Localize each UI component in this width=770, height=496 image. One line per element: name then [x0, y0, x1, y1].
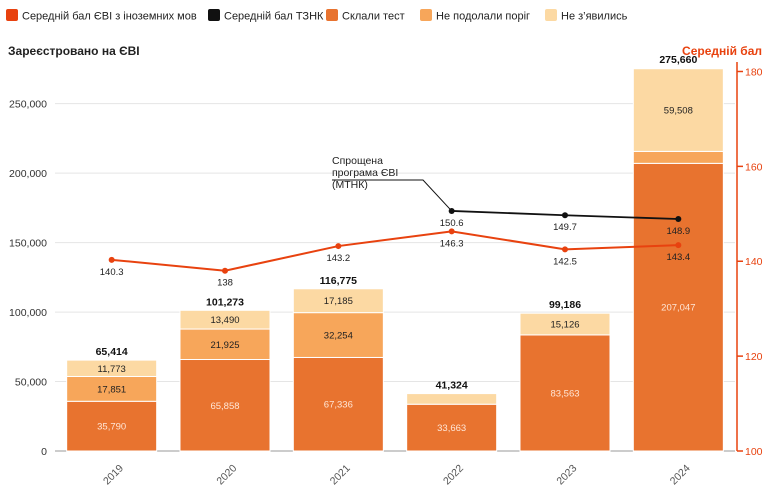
- legend-label-2: Склали тест: [342, 11, 405, 23]
- bar-2021-не-подолали-поріг: [292, 312, 384, 358]
- line-value-label: 148.9: [666, 226, 690, 237]
- bar-2020-не-з-явились: [179, 309, 271, 330]
- segment-label: 33,663: [437, 423, 466, 434]
- annotation-connector: [332, 179, 453, 212]
- line-point: [448, 207, 455, 214]
- bar-2019-не-з-явились: [66, 359, 158, 377]
- y-left-tick-label: 250,000: [9, 99, 47, 111]
- legend: Середній бал ЄВІ з іноземних мов Середній…: [6, 9, 628, 23]
- line-point: [222, 267, 228, 274]
- line-value-label: 150.6: [440, 218, 464, 229]
- total-labels: 65,414 101,273 116,775 41,324 99,186 275,660: [96, 54, 698, 392]
- line-value-label: 149.7: [553, 222, 577, 233]
- bar-2024-не-з-явились: [632, 68, 724, 152]
- legend-label-1: Середній бал ТЗНК: [224, 11, 324, 23]
- annotation-line-0: Спрощена: [332, 155, 383, 167]
- legend-label-3: Не подолали поріг: [436, 11, 530, 23]
- segment-label: 15,126: [550, 320, 579, 331]
- legend-label-4: Не з’явились: [561, 11, 628, 23]
- x-tick-label-2019: 2019: [101, 462, 126, 487]
- line-point: [562, 246, 568, 253]
- bar-2023-склали-тест: [519, 334, 611, 452]
- line-point: [675, 242, 682, 249]
- y-right-tick-label: 140: [745, 256, 763, 268]
- y-left-tick-label: 0: [41, 446, 47, 458]
- y-axis-left-title: Зареєстровано на ЄВІ: [8, 44, 140, 58]
- y-right-tick-label: 100: [745, 446, 763, 458]
- segment-label: 13,490: [210, 315, 239, 326]
- y-right-tick-label: 120: [745, 351, 763, 363]
- y-left-tick-label: 150,000: [9, 238, 47, 250]
- legend-swatch-1: [208, 9, 220, 21]
- y-axis-right-title: Середній бал: [682, 44, 762, 58]
- annotation-line-2: (МТНК): [332, 179, 368, 191]
- segment-label: 83,563: [550, 388, 579, 399]
- bar-2024-склали-тест: [632, 162, 724, 452]
- line-value-label: 140.3: [100, 267, 124, 278]
- legend-swatch-3: [420, 9, 432, 21]
- line-point: [108, 256, 115, 263]
- total-label-2021: 116,775: [320, 275, 358, 287]
- total-label-2019: 65,414: [96, 346, 128, 358]
- segment-labels: 35,790 17,851 11,773 65,858 21,925 13,490 67,3…: [97, 106, 695, 435]
- legend-swatch-4: [545, 9, 557, 21]
- segment-label: 59,508: [664, 106, 693, 117]
- bar-2020-не-подолали-поріг: [179, 328, 271, 361]
- legend-swatch-0: [6, 9, 18, 21]
- bar-2023-не-з-явились: [519, 312, 611, 336]
- bar-2019-склали-тест: [66, 400, 158, 452]
- line-value-label: 146.3: [440, 238, 464, 249]
- bar-2021-склали-тест: [292, 356, 384, 452]
- segment-label: 65,858: [210, 401, 239, 412]
- bar-2022-не-з-явились: [406, 393, 498, 405]
- segment-label: 35,790: [97, 422, 126, 433]
- line-point: [448, 228, 455, 235]
- segment-label: 17,185: [324, 296, 353, 307]
- segment-label: 11,773: [97, 364, 125, 375]
- line-point: [335, 243, 342, 250]
- bar-2021-не-з-явились: [292, 288, 384, 314]
- y-left-tick-label: 50,000: [15, 377, 47, 389]
- total-label-2023: 99,186: [549, 299, 581, 311]
- line-value-label: 142.5: [553, 256, 577, 267]
- line-value-label: 138: [217, 278, 233, 289]
- y-right-tick-label: 160: [745, 161, 763, 173]
- total-label-2022: 41,324: [436, 380, 468, 392]
- annotation-line-1: програма ЄВІ: [332, 167, 398, 179]
- bar-2024-не-подолали-поріг: [632, 150, 724, 164]
- segment-label: 207,047: [661, 303, 695, 314]
- y-left-tick-label: 100,000: [9, 307, 47, 319]
- line-value-label: 143.2: [326, 253, 350, 264]
- x-tick-label-2022: 2022: [441, 462, 466, 487]
- x-tick-label-2020: 2020: [214, 462, 239, 487]
- segment-label: 32,254: [324, 331, 353, 342]
- y-right-tick-label: 180: [745, 66, 763, 78]
- total-label-2024: 275,660: [659, 54, 697, 66]
- x-tick-label-2024: 2024: [668, 462, 693, 487]
- line-point: [562, 212, 568, 219]
- gridlines: [55, 103, 735, 452]
- x-tick-label-2021: 2021: [328, 462, 353, 487]
- x-tick-label-2023: 2023: [554, 462, 579, 487]
- total-label-2020: 101,273: [206, 296, 244, 308]
- bar-2022-склали-тест: [406, 403, 498, 452]
- y-left-tick-label: 200,000: [9, 168, 47, 180]
- line-evi-foreign: [111, 230, 679, 272]
- line-value-label: 143.4: [666, 252, 690, 263]
- segment-label: 21,925: [210, 340, 239, 351]
- legend-swatch-2: [326, 9, 338, 21]
- lines: 140.3 138 143.2 146.3 142.5 143.4 150.6 149.7 14…: [100, 179, 690, 289]
- legend-label-0: Середній бал ЄВІ з іноземних мов: [22, 11, 197, 23]
- bars: [66, 68, 724, 452]
- bar-2020-склали-тест: [179, 359, 271, 452]
- segment-label: 67,336: [324, 400, 353, 411]
- segment-label: 17,851: [97, 384, 126, 395]
- line-point: [675, 216, 682, 223]
- bar-2019-не-подолали-поріг: [66, 375, 158, 402]
